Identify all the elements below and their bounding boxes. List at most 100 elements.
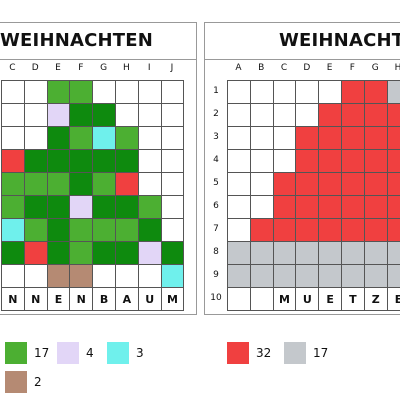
grid-cell[interactable]	[46, 195, 71, 219]
grid-cell[interactable]	[227, 126, 251, 150]
grid-cell[interactable]	[249, 103, 274, 127]
grid-cell[interactable]	[295, 218, 320, 242]
grid-cell[interactable]	[386, 264, 400, 288]
grid-cell[interactable]	[69, 172, 94, 196]
grid-cell[interactable]	[69, 149, 94, 173]
grid-cell[interactable]	[115, 80, 139, 104]
grid-cell[interactable]	[318, 264, 342, 288]
grid-cell[interactable]	[69, 126, 94, 150]
grid-cell[interactable]	[1, 241, 25, 265]
grid-cell[interactable]	[1, 172, 25, 196]
grid-cell[interactable]	[1, 80, 25, 104]
grid-cell[interactable]	[363, 218, 388, 242]
grid-cell[interactable]	[23, 218, 48, 242]
grid-cell[interactable]	[341, 218, 365, 242]
grid-cell[interactable]	[363, 103, 388, 127]
grid-cell[interactable]	[318, 172, 342, 196]
grid-cell[interactable]	[249, 264, 274, 288]
grid-cell[interactable]	[386, 172, 400, 196]
grid-cell[interactable]	[1, 218, 25, 242]
grid-cell[interactable]	[1, 126, 25, 150]
grid-cell[interactable]	[23, 103, 48, 127]
grid-cell[interactable]	[363, 264, 388, 288]
grid-cell[interactable]	[137, 149, 162, 173]
grid-cell[interactable]	[295, 149, 320, 173]
grid-cell[interactable]	[1, 264, 25, 288]
grid-cell[interactable]	[341, 172, 365, 196]
grid-cell[interactable]	[137, 80, 162, 104]
grid-cell[interactable]	[115, 195, 139, 219]
grid-cell[interactable]	[386, 80, 400, 104]
grid-cell[interactable]	[249, 80, 274, 104]
grid-cell[interactable]	[137, 103, 162, 127]
grid-cell[interactable]	[23, 80, 48, 104]
grid-cell[interactable]	[341, 149, 365, 173]
grid-cell[interactable]	[69, 103, 94, 127]
grid-cell[interactable]	[295, 195, 320, 219]
grid-cell[interactable]	[160, 80, 185, 104]
grid-cell[interactable]	[1, 195, 25, 219]
grid-cell[interactable]	[137, 126, 162, 150]
grid-cell[interactable]	[23, 172, 48, 196]
grid-cell[interactable]	[386, 103, 400, 127]
grid-cell[interactable]	[249, 218, 274, 242]
grid-cell[interactable]	[272, 80, 297, 104]
grid-cell[interactable]	[272, 195, 297, 219]
grid-cell[interactable]	[386, 241, 400, 265]
grid-cell[interactable]	[46, 126, 71, 150]
grid-cell[interactable]	[46, 149, 71, 173]
grid-cell[interactable]	[341, 103, 365, 127]
grid-cell[interactable]	[92, 218, 116, 242]
grid-cell[interactable]	[1, 149, 25, 173]
grid-cell[interactable]	[69, 80, 94, 104]
grid-cell[interactable]	[272, 218, 297, 242]
grid-cell[interactable]	[227, 80, 251, 104]
grid-cell[interactable]	[386, 195, 400, 219]
grid-cell[interactable]	[318, 218, 342, 242]
grid-cell[interactable]	[23, 195, 48, 219]
grid-cell[interactable]	[160, 218, 185, 242]
grid-cell[interactable]	[23, 241, 48, 265]
grid-cell[interactable]	[92, 264, 116, 288]
grid-cell[interactable]	[272, 149, 297, 173]
grid-cell[interactable]	[363, 149, 388, 173]
grid-cell[interactable]	[227, 218, 251, 242]
grid-cell[interactable]	[386, 218, 400, 242]
grid-cell[interactable]	[160, 195, 185, 219]
grid-cell[interactable]	[295, 126, 320, 150]
grid-cell[interactable]	[227, 195, 251, 219]
grid-cell[interactable]	[23, 264, 48, 288]
grid-cell[interactable]	[318, 80, 342, 104]
grid-cell[interactable]	[227, 172, 251, 196]
grid-cell[interactable]	[92, 80, 116, 104]
grid-cell[interactable]	[272, 103, 297, 127]
grid-cell[interactable]	[341, 80, 365, 104]
grid-cell[interactable]	[46, 80, 71, 104]
grid-cell[interactable]	[295, 80, 320, 104]
grid-cell[interactable]	[249, 149, 274, 173]
grid-cell[interactable]	[46, 218, 71, 242]
grid-cell[interactable]	[115, 172, 139, 196]
grid-cell[interactable]	[115, 218, 139, 242]
grid-cell[interactable]	[69, 218, 94, 242]
grid-cell[interactable]	[363, 241, 388, 265]
grid-cell[interactable]	[341, 126, 365, 150]
grid-cell[interactable]	[92, 195, 116, 219]
grid-cell[interactable]	[249, 195, 274, 219]
grid-cell[interactable]	[115, 103, 139, 127]
grid-cell[interactable]	[137, 264, 162, 288]
grid-cell[interactable]	[341, 195, 365, 219]
grid-cell[interactable]	[137, 172, 162, 196]
grid-cell[interactable]	[160, 149, 185, 173]
grid-cell[interactable]	[160, 241, 185, 265]
grid-cell[interactable]	[69, 241, 94, 265]
grid-cell[interactable]	[46, 241, 71, 265]
grid-cell[interactable]	[341, 264, 365, 288]
grid-cell[interactable]	[46, 172, 71, 196]
grid-cell[interactable]	[249, 126, 274, 150]
grid-cell[interactable]	[160, 264, 185, 288]
grid-cell[interactable]	[363, 80, 388, 104]
grid-cell[interactable]	[160, 103, 185, 127]
grid-cell[interactable]	[363, 126, 388, 150]
grid-cell[interactable]	[272, 172, 297, 196]
